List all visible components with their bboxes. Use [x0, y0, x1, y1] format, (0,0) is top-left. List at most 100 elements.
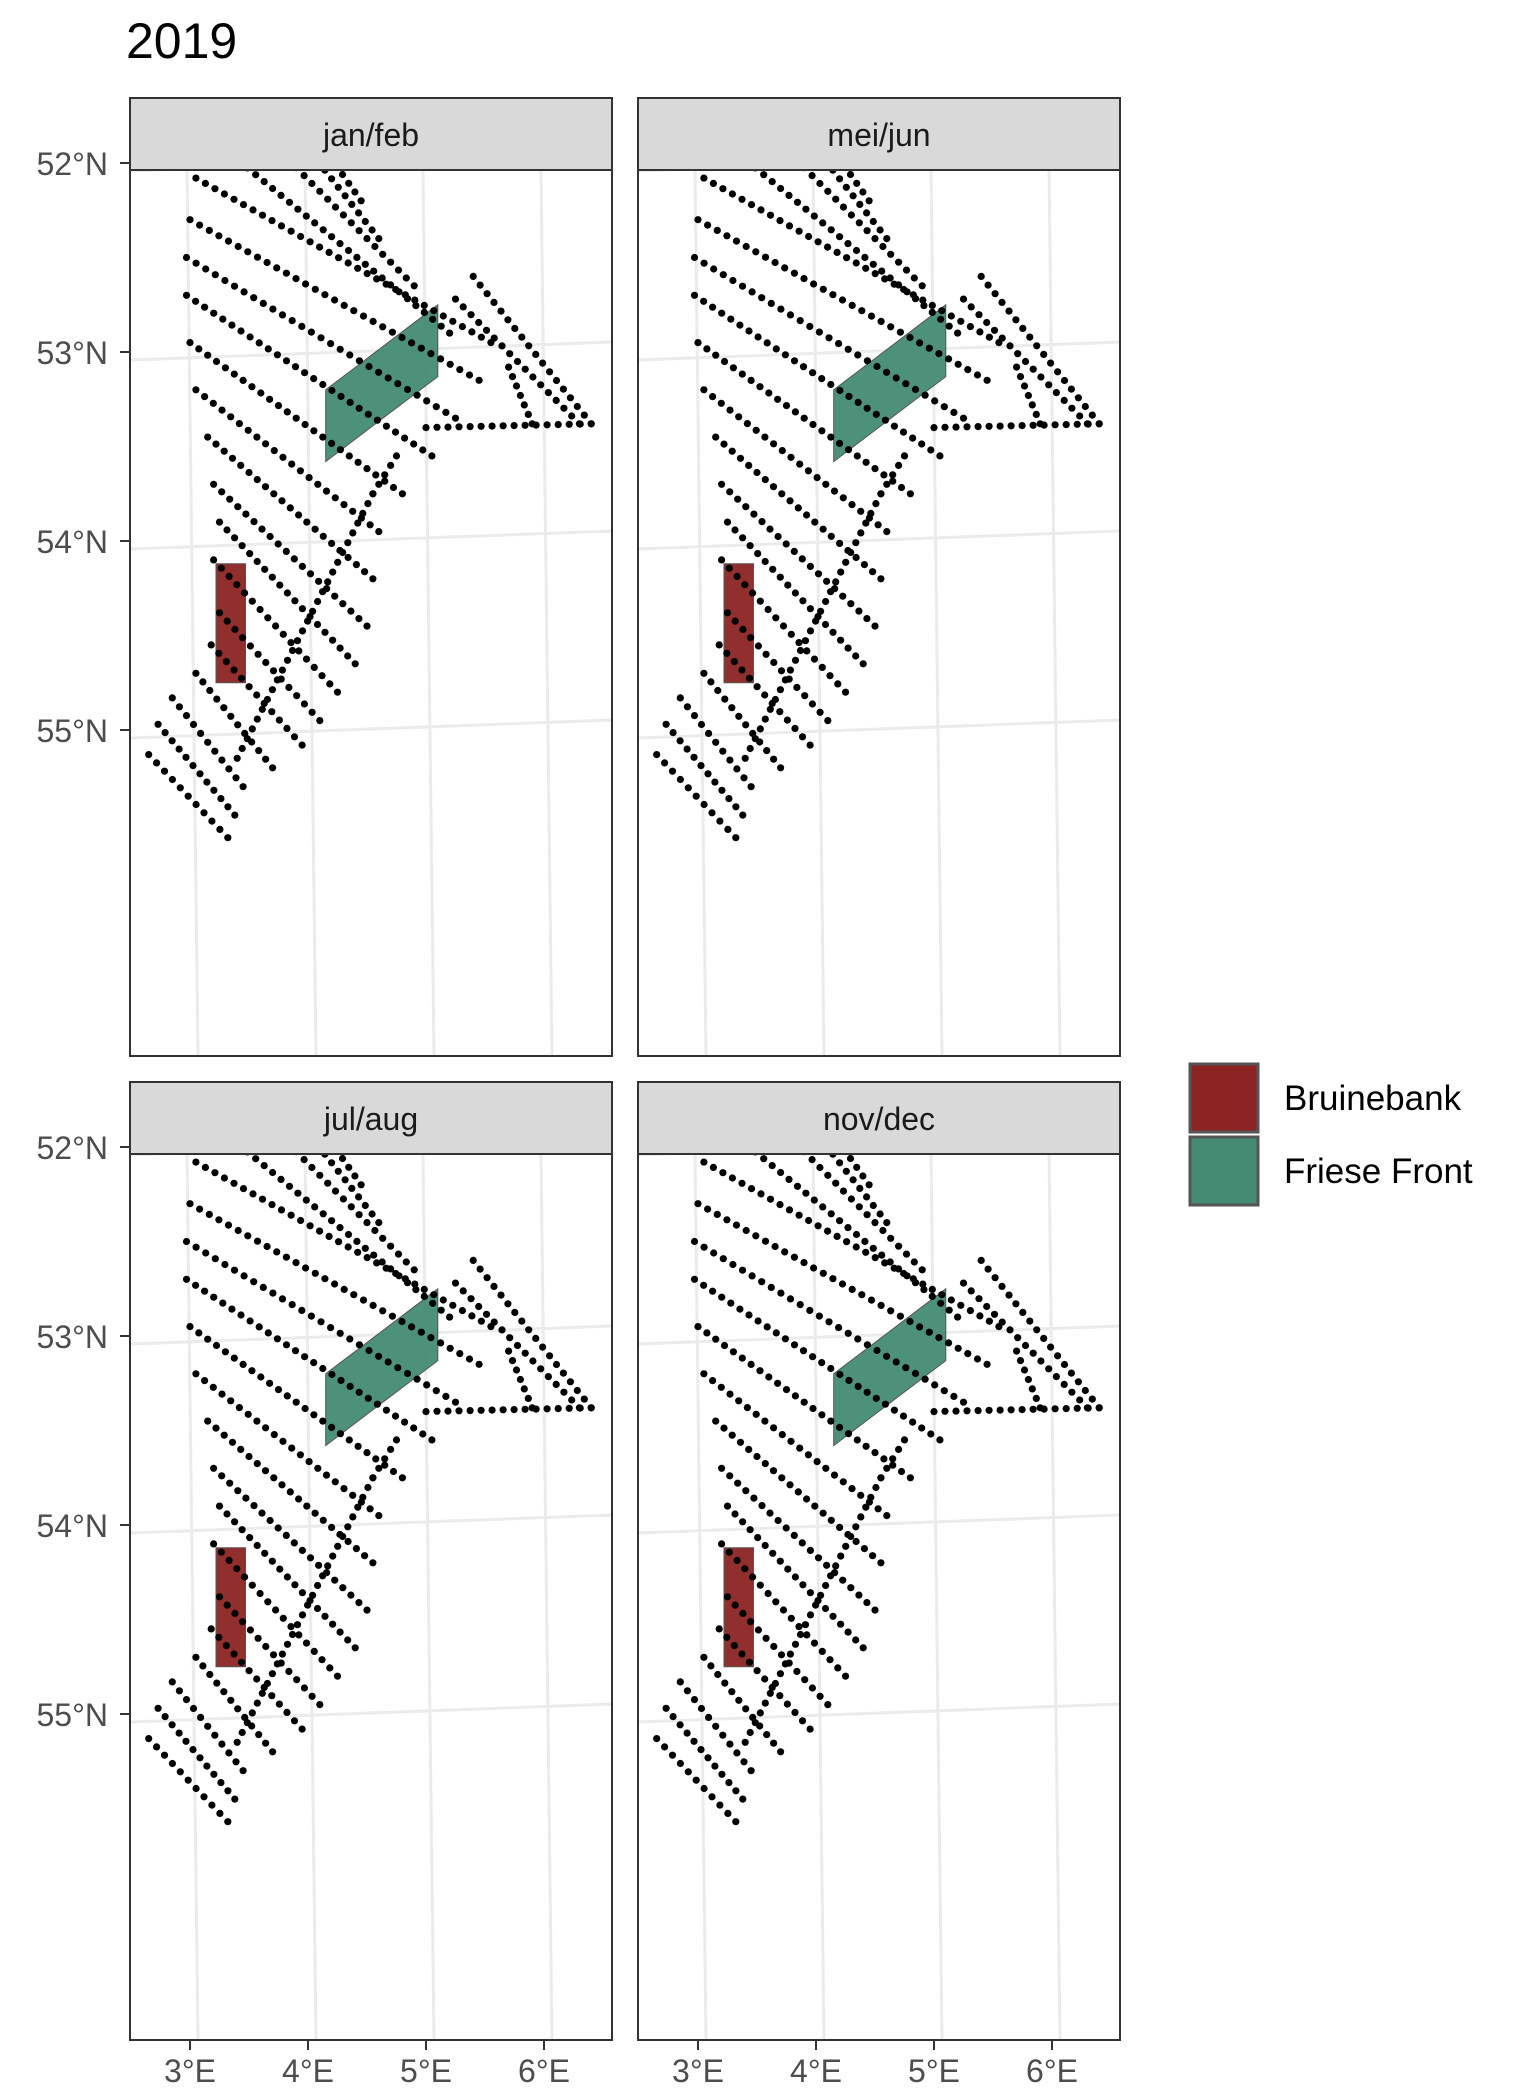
- sample-point: [756, 1581, 764, 1589]
- sample-point: [855, 1203, 863, 1211]
- sample-point: [314, 597, 322, 606]
- sample-point: [576, 420, 584, 428]
- sample-point: [328, 439, 336, 447]
- sample-point: [785, 222, 794, 230]
- sample-point: [754, 1534, 762, 1542]
- sample-point: [854, 351, 862, 359]
- sample-point: [1029, 421, 1037, 429]
- sample-point: [770, 440, 778, 448]
- sample-point: [937, 1299, 945, 1307]
- sample-point: [765, 389, 773, 397]
- sample-point: [777, 1651, 786, 1659]
- sample-point: [490, 1318, 498, 1326]
- sample-point: [244, 426, 252, 434]
- sample-point: [175, 703, 183, 711]
- sample-point: [532, 350, 540, 358]
- sample-point: [351, 188, 359, 196]
- sample-point: [721, 1679, 729, 1687]
- legend-label-bruinebank: Bruinebank: [1284, 1079, 1462, 1118]
- sample-point: [711, 1762, 719, 1770]
- sample-point: [273, 1335, 281, 1343]
- sample-point: [704, 1754, 712, 1762]
- sample-point: [168, 694, 176, 702]
- sample-point: [662, 1704, 670, 1712]
- sample-point: [334, 183, 342, 191]
- sample-point: [899, 428, 908, 436]
- sample-point: [748, 288, 756, 296]
- sample-point: [703, 1329, 711, 1337]
- sample-point: [829, 1275, 837, 1283]
- sample-point: [690, 753, 698, 761]
- sample-point: [872, 500, 880, 508]
- sample-point: [228, 454, 237, 462]
- sample-point: [704, 770, 712, 778]
- sample-point: [568, 1396, 576, 1404]
- sample-point: [1095, 420, 1103, 428]
- sample-point: [711, 778, 719, 786]
- sample-point: [998, 334, 1006, 342]
- sample-point: [865, 197, 873, 205]
- sample-point: [846, 170, 855, 179]
- sample-point: [911, 385, 920, 394]
- sample-point: [477, 422, 485, 430]
- sample-point: [246, 1024, 253, 1031]
- sample-point: [218, 1740, 226, 1748]
- sample-point: [241, 589, 249, 597]
- sample-point: [243, 1719, 251, 1727]
- sample-point: [1029, 1405, 1037, 1413]
- sample-point: [446, 1313, 454, 1321]
- sample-point: [790, 547, 798, 556]
- sample-point: [348, 1184, 356, 1192]
- sample-point: [233, 754, 241, 762]
- sample-point: [852, 1243, 860, 1251]
- sample-point: [887, 1307, 895, 1315]
- sample-point: [754, 550, 762, 558]
- sample-point: [168, 1759, 176, 1768]
- y-tick-label: 53°N: [37, 1319, 109, 1355]
- sample-point: [345, 1163, 353, 1171]
- panel-border: [129, 1153, 613, 2041]
- sample-point: [830, 1471, 839, 1479]
- sample-point: [728, 447, 736, 455]
- sample-point: [745, 327, 753, 335]
- sample-point: [718, 1464, 726, 1472]
- sample-point: [854, 1382, 862, 1390]
- sample-point: [419, 1430, 427, 1438]
- sample-point: [347, 607, 355, 615]
- sample-point: [344, 652, 352, 660]
- sample-point: [718, 309, 726, 317]
- sample-point: [475, 376, 483, 384]
- sample-point: [801, 1621, 810, 1629]
- sample-point: [228, 1305, 236, 1313]
- sample-point: [1026, 1317, 1034, 1325]
- sample-point: [546, 368, 554, 376]
- sample-point: [668, 767, 677, 775]
- sample-point: [806, 605, 815, 613]
- sample-point: [938, 307, 946, 315]
- sample-point: [316, 1171, 324, 1179]
- sample-point: [355, 404, 363, 412]
- sample-point: [818, 1647, 826, 1655]
- sample-point: [847, 211, 856, 219]
- sample-point: [195, 345, 203, 353]
- sample-point: [370, 267, 378, 275]
- sample-point: [974, 423, 982, 431]
- panel-border: [637, 169, 1121, 1057]
- sample-point: [227, 1696, 235, 1704]
- sample-point: [735, 413, 743, 421]
- sample-point: [253, 691, 261, 699]
- sample-point: [763, 1323, 771, 1331]
- sample-point: [339, 1532, 347, 1541]
- sample-point: [298, 1589, 306, 1597]
- sample-point: [815, 1312, 824, 1320]
- sample-point: [243, 735, 251, 743]
- sample-point: [1016, 1357, 1025, 1365]
- sample-point: [270, 1474, 278, 1482]
- sample-point: [829, 291, 837, 299]
- sample-point: [298, 1611, 307, 1619]
- sample-point: [766, 705, 774, 713]
- sample-point: [806, 1611, 815, 1619]
- sample-point: [226, 1479, 234, 1487]
- sample-point: [919, 296, 927, 304]
- sample-point: [511, 1308, 519, 1316]
